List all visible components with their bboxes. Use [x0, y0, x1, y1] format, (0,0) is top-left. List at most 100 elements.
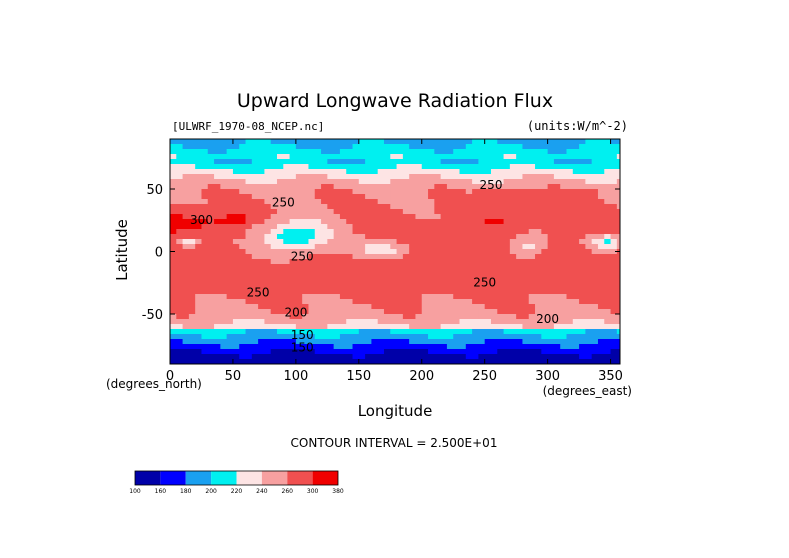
heatmap-cell	[560, 274, 568, 280]
heatmap-cell	[509, 149, 517, 155]
heatmap-cell	[358, 204, 366, 210]
heatmap-cell	[365, 334, 372, 340]
heatmap-cell	[478, 289, 486, 295]
heatmap-cell	[396, 349, 404, 355]
heatmap-cell	[264, 234, 272, 240]
heatmap-cell	[446, 309, 454, 315]
heatmap-cell	[207, 354, 215, 360]
heatmap-cell	[547, 279, 555, 285]
heatmap-cell	[214, 279, 221, 285]
heatmap-cell	[302, 164, 310, 170]
heatmap-cell	[239, 184, 247, 190]
heatmap-cell	[402, 249, 410, 255]
heatmap-cell	[377, 299, 385, 305]
colorbar-tick-label: 200	[205, 488, 217, 495]
heatmap-cell	[327, 154, 335, 160]
heatmap-cell	[170, 179, 177, 185]
heatmap-cell	[358, 164, 366, 170]
heatmap-cell	[390, 199, 398, 205]
heatmap-cell	[220, 154, 228, 160]
heatmap-cell	[245, 209, 253, 215]
heatmap-cell	[339, 324, 347, 330]
heatmap-cell	[207, 169, 215, 175]
heatmap-cell	[365, 169, 372, 175]
heatmap-cell	[535, 339, 542, 345]
heatmap-cell	[516, 334, 524, 340]
heatmap-cell	[585, 289, 593, 295]
heatmap-cell	[201, 229, 209, 235]
heatmap-cell	[258, 224, 265, 230]
heatmap-cell	[239, 164, 247, 170]
heatmap-cell	[465, 274, 473, 280]
heatmap-cell	[453, 234, 461, 240]
heatmap-cell	[390, 269, 398, 275]
heatmap-cell	[522, 299, 530, 305]
heatmap-cell	[308, 324, 316, 330]
heatmap-cell	[314, 249, 322, 255]
heatmap-cell	[440, 259, 448, 265]
heatmap-cell	[220, 339, 228, 345]
heatmap-cell	[497, 279, 505, 285]
colorbar-tick-label: 260	[282, 488, 294, 495]
heatmap-cell	[566, 184, 574, 190]
heatmap-cell	[553, 179, 561, 185]
heatmap-cell	[465, 284, 473, 290]
heatmap-cell	[446, 239, 454, 245]
heatmap-cell	[478, 344, 486, 350]
heatmap-cell	[610, 239, 618, 245]
heatmap-cell	[321, 284, 328, 290]
heatmap-cell	[195, 169, 203, 175]
heatmap-cell	[396, 289, 404, 295]
heatmap-cell	[465, 334, 473, 340]
heatmap-cell	[434, 214, 442, 220]
heatmap-cell	[390, 279, 398, 285]
heatmap-cell	[503, 174, 511, 180]
heatmap-cell	[522, 234, 530, 240]
heatmap-cell	[591, 204, 599, 210]
heatmap-cell	[421, 244, 429, 250]
heatmap-cell	[358, 199, 366, 205]
heatmap-cell	[232, 284, 240, 290]
heatmap-cell	[415, 234, 423, 240]
heatmap-cell	[295, 279, 303, 285]
heatmap-cell	[503, 184, 511, 190]
heatmap-cell	[516, 174, 524, 180]
heatmap-cell	[352, 234, 360, 240]
heatmap-cell	[446, 139, 454, 145]
x-tick-label: 0	[166, 369, 174, 384]
heatmap-cell	[182, 329, 190, 335]
heatmap-cell	[226, 319, 234, 325]
heatmap-cell	[239, 169, 247, 175]
heatmap-cell	[484, 164, 492, 170]
heatmap-cell	[270, 194, 278, 200]
heatmap-cell	[239, 354, 247, 360]
heatmap-cell	[415, 139, 423, 145]
heatmap-cell	[390, 154, 398, 160]
heatmap-cell	[258, 339, 265, 345]
heatmap-cell	[327, 354, 335, 360]
heatmap-cell	[339, 334, 347, 340]
heatmap-cell	[321, 239, 328, 245]
heatmap-cell	[232, 204, 240, 210]
heatmap-cell	[553, 354, 561, 360]
heatmap-cell	[396, 209, 404, 215]
heatmap-cell	[377, 359, 385, 364]
heatmap-cell	[465, 224, 473, 230]
heatmap-cell	[497, 149, 505, 155]
heatmap-cell	[446, 304, 454, 310]
heatmap-cell	[182, 159, 190, 165]
heatmap-cell	[390, 189, 398, 195]
heatmap-cell	[597, 354, 605, 360]
heatmap-cell	[616, 154, 620, 160]
heatmap-cell	[616, 319, 620, 325]
heatmap-cell	[176, 249, 184, 255]
y-axis-label: Latitude	[113, 219, 131, 281]
heatmap-cell	[465, 279, 473, 285]
heatmap-cell	[170, 209, 177, 215]
heatmap-cell	[264, 219, 272, 225]
heatmap-cell	[390, 299, 398, 305]
heatmap-cell	[321, 229, 328, 235]
heatmap-cell	[251, 189, 259, 195]
heatmap-cell	[585, 269, 593, 275]
heatmap-cell	[188, 279, 196, 285]
